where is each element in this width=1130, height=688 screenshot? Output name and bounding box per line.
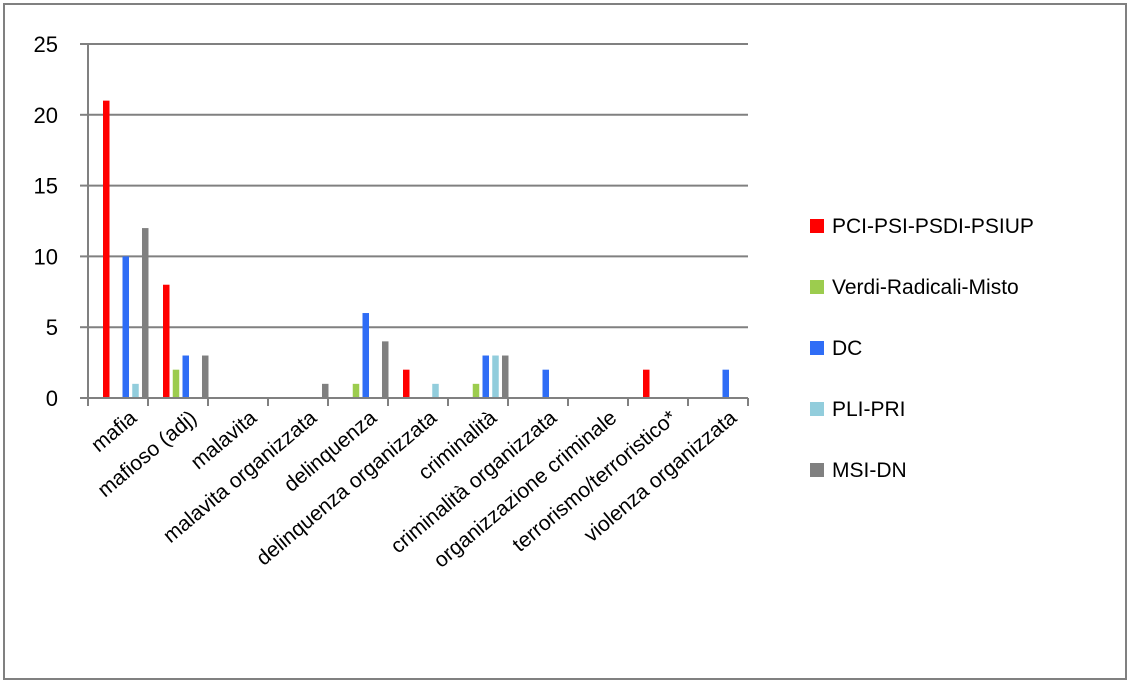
bar-msi-dn: [142, 228, 149, 398]
bar-msi-dn: [322, 383, 329, 398]
legend-swatch: [810, 219, 824, 233]
legend-label: DC: [832, 337, 862, 360]
y-tick-label: 15: [34, 174, 58, 199]
bar-msi-dn: [382, 341, 389, 398]
legend-swatch: [810, 402, 824, 416]
axes: [80, 43, 749, 406]
bar-pli-pri: [492, 355, 499, 398]
y-tick-label: 10: [34, 244, 58, 269]
bar-pli-pri: [132, 383, 139, 398]
gridlines: [88, 43, 748, 329]
bar-verdi-radicali-misto: [352, 383, 360, 398]
bar-msi-dn: [202, 355, 209, 398]
legend-label: Verdi-Radicali-Misto: [832, 276, 1019, 299]
y-tick-label: 0: [46, 386, 58, 411]
y-axis-tick-labels: 0 5 10 15 20 25: [34, 32, 58, 411]
bar-pci-psi-psdi-psiup: [403, 369, 410, 398]
bar-pci-psi-psdi-psiup: [643, 369, 650, 398]
legend-swatch: [810, 280, 824, 294]
bar-msi-dn: [502, 355, 509, 398]
chart-border: [3, 3, 1127, 680]
bar-pli-pri: [432, 383, 439, 398]
bar-dc: [542, 369, 549, 398]
bar-dc: [182, 355, 189, 398]
bar-verdi-radicali-misto: [472, 383, 480, 398]
bars: [103, 100, 729, 398]
bar-dc: [362, 313, 369, 398]
bar-pci-psi-psdi-psiup: [163, 284, 170, 398]
legend-label: PLI-PRI: [832, 398, 906, 421]
y-tick-label: 20: [34, 103, 58, 128]
bar-dc: [122, 256, 129, 398]
legend-label: PCI-PSI-PSDI-PSIUP: [832, 215, 1034, 238]
y-tick-label: 5: [46, 315, 58, 340]
bar-dc: [482, 355, 489, 398]
legend-swatch: [810, 341, 824, 355]
y-tick-label: 25: [34, 32, 58, 57]
bar-verdi-radicali-misto: [172, 369, 180, 398]
legend-label: MSI-DN: [832, 459, 907, 482]
bar-dc: [722, 369, 729, 398]
bar-pci-psi-psdi-psiup: [103, 100, 110, 398]
legend: PCI-PSI-PSDI-PSIUP Verdi-Radicali-Misto DC…: [810, 215, 1034, 482]
legend-swatch: [810, 463, 824, 477]
